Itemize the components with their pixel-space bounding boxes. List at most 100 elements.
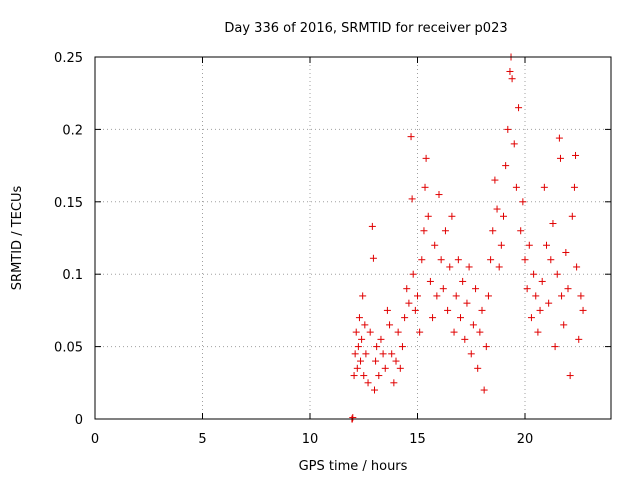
y-tick-label: 0 [75,413,83,428]
data-point [421,183,429,191]
data-point [433,292,441,300]
data-point [366,328,374,336]
x-tick-label: 15 [409,432,426,447]
data-point [545,299,553,307]
data-point [467,350,475,358]
data-point [454,256,462,264]
data-point [375,372,383,380]
data-point [383,306,391,314]
data-point [566,372,574,380]
data-point [577,292,585,300]
data-point [506,67,514,75]
data-point [570,183,578,191]
x-axis-label: GPS time / hours [299,459,408,474]
data-point [476,328,484,336]
data-point [480,386,488,394]
data-point [575,335,583,343]
data-point [459,277,467,285]
data-point [519,198,527,206]
data-point [525,241,533,249]
data-point [401,314,409,322]
data-point [424,212,432,220]
data-point [353,364,361,372]
grid-lines [95,57,611,419]
data-point [416,328,424,336]
data-point [495,263,503,271]
data-point [484,292,492,300]
data-point [508,75,516,83]
data-point [441,227,449,235]
data-point [579,306,587,314]
data-point [373,343,381,351]
data-point [431,241,439,249]
data-point [478,306,486,314]
data-point [549,220,557,228]
data-point [482,343,490,351]
data-point [426,277,434,285]
data-point [558,292,566,300]
data-point [386,321,394,329]
data-point [362,350,370,358]
axis-ticks: 0 5 10 15 20 0 0.05 0.1 0.15 0.2 0.25 [54,51,611,447]
y-tick-label: 0.05 [54,341,83,356]
data-point [510,140,518,148]
data-point [435,191,443,199]
data-point [351,350,359,358]
data-point [358,335,366,343]
data-point [472,285,480,293]
data-point [536,306,544,314]
y-tick-label: 0.2 [62,123,83,138]
y-tick-label: 0.15 [54,196,83,211]
data-point [530,270,538,278]
data-point [551,343,559,351]
data-point [381,364,389,372]
data-point [396,364,404,372]
data-point [369,254,377,262]
data-point [500,212,507,220]
data-point [350,372,358,380]
data-point [523,285,531,293]
data-point [414,292,421,300]
data-point [540,183,548,191]
data-point [512,183,520,191]
data-point [573,263,581,271]
data-point [515,104,523,112]
data-point [538,277,546,285]
data-point [446,263,454,271]
data-point [532,292,540,300]
data-point [403,285,411,293]
data-point [564,285,572,293]
data-point [405,299,413,307]
data-point [465,263,473,271]
data-point [357,357,365,365]
data-point [349,414,357,422]
data-point [461,335,469,343]
data-point [504,125,512,133]
data-point [411,306,419,314]
chart-title: Day 336 of 2016, SRMTID for receiver p02… [224,21,507,36]
data-point [534,328,542,336]
x-tick-label: 20 [517,432,534,447]
data-point [361,321,369,329]
data-point [390,379,398,387]
data-point [439,285,447,293]
data-point [392,357,400,365]
data-point [398,343,406,351]
data-point [352,328,360,336]
data-point [560,321,568,329]
data-point [553,270,561,278]
data-point [409,270,417,278]
data-point [562,248,570,256]
data-point [521,256,529,264]
data-point [568,212,576,220]
data-point [368,222,376,230]
data-point [543,241,550,249]
data-point [359,292,367,300]
data-point [355,314,363,322]
data-point [450,328,458,336]
data-point [452,292,460,300]
data-point [377,335,385,343]
y-axis-label: SRMTID / TECUs [10,186,25,291]
data-point [372,357,380,365]
